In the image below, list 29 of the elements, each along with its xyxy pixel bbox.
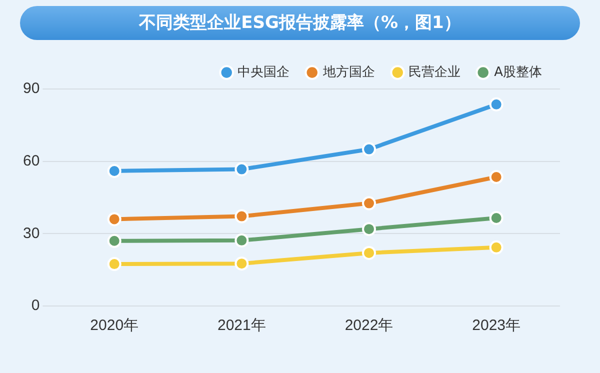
point <box>489 240 504 254</box>
x-tick-label: 2023年 <box>472 317 521 334</box>
legend-label: 民营企业 <box>408 64 461 80</box>
chart-title: 不同类型企业ESG报告披露率（%，图1） <box>20 6 580 40</box>
point <box>489 210 504 225</box>
point <box>362 196 376 210</box>
x-tick-label: 2020年 <box>90 317 139 334</box>
x-tick-label: 2022年 <box>344 317 394 334</box>
point <box>234 256 249 271</box>
point <box>234 233 249 248</box>
y-tick-label: 60 <box>22 152 40 170</box>
point <box>234 162 249 176</box>
point <box>362 142 376 156</box>
point <box>107 164 122 178</box>
legend-label: 地方国企 <box>322 64 376 80</box>
y-tick-label: 0 <box>31 297 40 314</box>
x-tick-label: 2021年 <box>217 317 266 334</box>
point <box>489 97 504 112</box>
point <box>362 222 376 236</box>
y-tick-label: 90 <box>22 80 40 98</box>
y-tick-label: 30 <box>22 224 40 242</box>
point <box>362 246 376 260</box>
point <box>107 257 122 272</box>
point <box>234 209 249 224</box>
point <box>107 212 122 226</box>
legend-label: A股整体 <box>494 64 542 80</box>
legend-label: 中央国企 <box>238 64 290 80</box>
point <box>489 170 504 184</box>
point <box>107 234 122 248</box>
